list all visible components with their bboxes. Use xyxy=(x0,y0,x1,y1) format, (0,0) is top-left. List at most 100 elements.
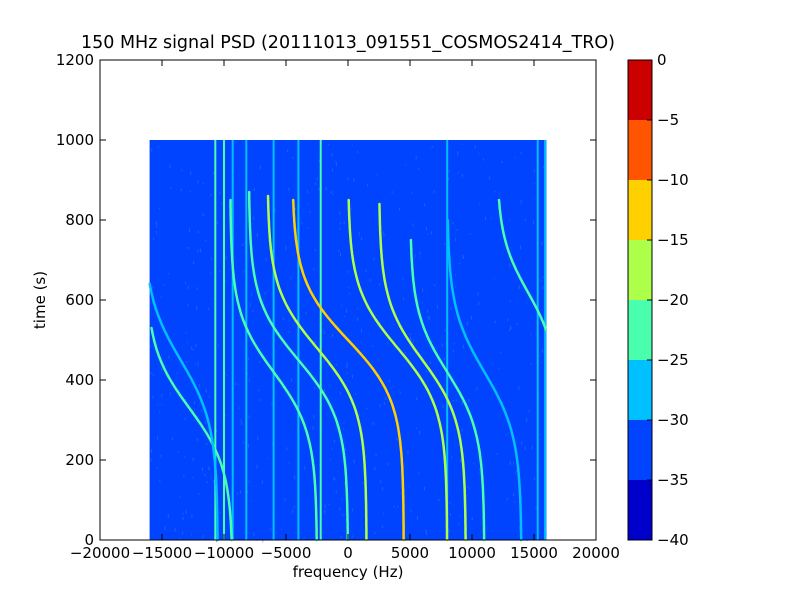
heatmap-speckle xyxy=(484,216,486,221)
heatmap-speckle xyxy=(461,401,463,406)
heatmap-speckle xyxy=(425,529,427,532)
heatmap-speckle xyxy=(168,272,170,275)
heatmap-speckle xyxy=(540,279,542,283)
heatmap-speckle xyxy=(353,459,355,464)
heatmap-speckle xyxy=(181,169,183,172)
heatmap-speckle xyxy=(212,480,214,483)
heatmap-speckle xyxy=(500,351,502,354)
heatmap-speckle xyxy=(241,244,243,246)
heatmap-speckle xyxy=(450,306,452,311)
heatmap-speckle xyxy=(257,436,259,441)
heatmap-speckle xyxy=(250,500,252,502)
heatmap-speckle xyxy=(510,327,512,330)
heatmap-speckle xyxy=(358,414,360,416)
heatmap-speckle xyxy=(335,363,337,366)
heatmap-speckle xyxy=(305,312,307,315)
heatmap-speckle xyxy=(197,230,199,234)
heatmap-speckle xyxy=(187,304,189,307)
heatmap-speckle xyxy=(271,402,273,405)
heatmap-speckle xyxy=(340,536,342,538)
colorbar-tick-label: −10 xyxy=(657,171,689,189)
heatmap-speckle xyxy=(479,472,481,474)
heatmap-speckle xyxy=(288,461,290,464)
heatmap-speckle xyxy=(332,333,334,338)
heatmap-speckle xyxy=(248,480,250,483)
heatmap-speckle xyxy=(404,351,406,354)
y-tick-label: 1000 xyxy=(56,131,94,149)
x-tick-label: −10000 xyxy=(194,544,254,562)
heatmap-speckle xyxy=(344,448,346,451)
colorbar-tick-label: −25 xyxy=(657,351,689,369)
doppler-curve xyxy=(266,194,368,542)
heatmap-speckle xyxy=(238,175,240,177)
heatmap-speckle xyxy=(234,382,236,386)
doppler-curve xyxy=(247,190,350,542)
y-tick-label: 400 xyxy=(65,371,94,389)
heatmap-speckle xyxy=(286,447,288,451)
heatmap-speckle xyxy=(450,513,452,516)
heatmap-speckle xyxy=(161,367,163,371)
heatmap-speckle xyxy=(462,143,464,145)
heatmap-speckle xyxy=(163,284,165,286)
heatmap-speckle xyxy=(479,468,481,471)
heatmap-speckle xyxy=(216,429,218,433)
heatmap-speckle xyxy=(462,174,464,177)
y-axis-label: time (s) xyxy=(31,271,49,329)
heatmap-speckle xyxy=(542,276,544,278)
colorbar-tick-label: −5 xyxy=(657,111,679,129)
heatmap-speckle xyxy=(361,236,363,240)
heatmap-speckle xyxy=(509,461,511,465)
heatmap-speckle xyxy=(204,474,206,476)
heatmap-speckle xyxy=(460,458,462,463)
heatmap-speckle xyxy=(193,419,195,422)
heatmap-speckle xyxy=(282,317,284,321)
heatmap-speckle xyxy=(357,307,359,310)
heatmap-speckle xyxy=(454,274,456,276)
heatmap-speckle xyxy=(473,462,475,464)
heatmap-speckle xyxy=(483,158,485,161)
heatmap-speckle xyxy=(379,283,381,286)
heatmap-speckle xyxy=(251,292,253,294)
heatmap-speckle xyxy=(410,336,412,341)
heatmap-speckle xyxy=(156,466,158,469)
heatmap-speckle xyxy=(467,486,469,488)
heatmap-speckle xyxy=(185,510,187,514)
heatmap-speckle xyxy=(416,397,418,401)
heatmap-speckle xyxy=(339,506,341,511)
heatmap-speckle xyxy=(346,364,348,368)
heatmap-speckle xyxy=(512,493,514,497)
heatmap-speckle xyxy=(294,506,296,509)
heatmap-speckle xyxy=(333,477,335,480)
heatmap-speckle xyxy=(226,374,228,377)
heatmap-speckle xyxy=(433,190,435,194)
heatmap-speckle xyxy=(259,165,261,170)
y-tick-label: 200 xyxy=(65,451,94,469)
heatmap-speckle xyxy=(252,309,254,312)
heatmap-speckle xyxy=(521,441,523,445)
heatmap-speckle xyxy=(182,516,184,521)
heatmap-speckle xyxy=(373,257,375,261)
heatmap-speckle xyxy=(531,445,533,450)
heatmap-speckle xyxy=(430,231,432,235)
heatmap-speckle xyxy=(356,317,358,321)
heatmap-speckle xyxy=(387,462,389,466)
heatmap-speckle xyxy=(170,187,172,190)
heatmap-speckle xyxy=(182,531,184,535)
heatmap-speckle xyxy=(206,442,208,446)
doppler-curve xyxy=(446,218,523,542)
heatmap-speckle xyxy=(335,489,337,494)
heatmap-speckle xyxy=(448,530,450,533)
heatmap-speckle xyxy=(396,438,398,441)
heatmap-speckle xyxy=(210,272,212,275)
heatmap-speckle xyxy=(288,331,290,334)
heatmap-speckle xyxy=(197,362,199,367)
heatmap-speckle xyxy=(444,329,446,332)
heatmap-speckle xyxy=(196,438,198,442)
heatmap-speckle xyxy=(331,448,333,450)
heatmap-speckle xyxy=(328,144,330,146)
heatmap-speckle xyxy=(518,285,520,290)
heatmap-speckle xyxy=(387,342,389,344)
heatmap-speckle xyxy=(509,219,511,221)
heatmap-speckle xyxy=(210,193,212,197)
heatmap-speckle xyxy=(183,474,185,478)
